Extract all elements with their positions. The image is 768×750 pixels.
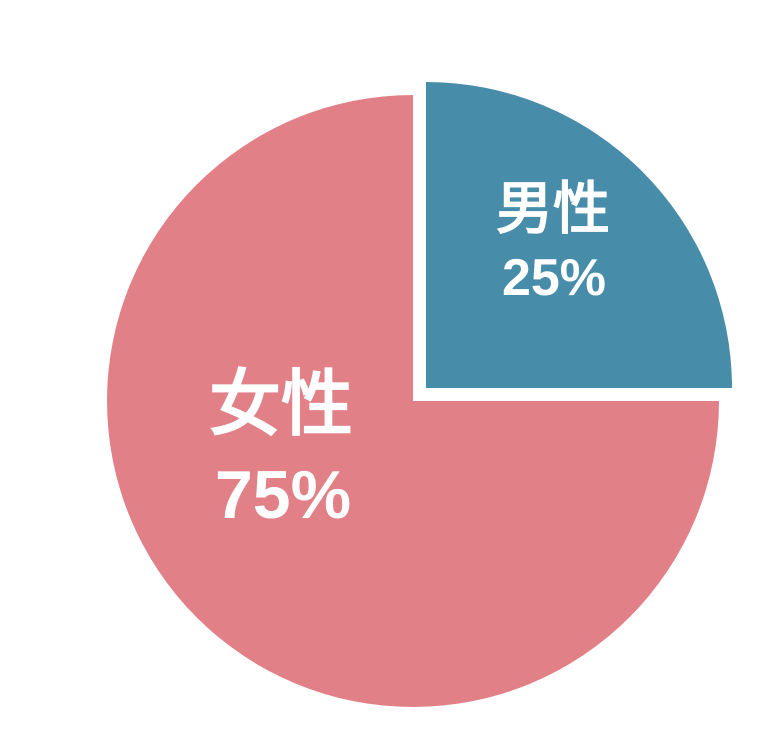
female-slice-value: 75% <box>215 457 351 533</box>
pie-slice-male <box>426 82 732 388</box>
male-slice-label: 男性 <box>496 177 610 241</box>
male-slice-value: 25% <box>502 249 606 307</box>
female-slice-label: 女性 <box>209 365 353 445</box>
pie-chart-canvas: 女性 75% 男性 25% <box>107 82 732 707</box>
pie-slice-female <box>107 95 719 707</box>
gender-pie-chart: 女性 75% 男性 25% <box>40 16 768 750</box>
